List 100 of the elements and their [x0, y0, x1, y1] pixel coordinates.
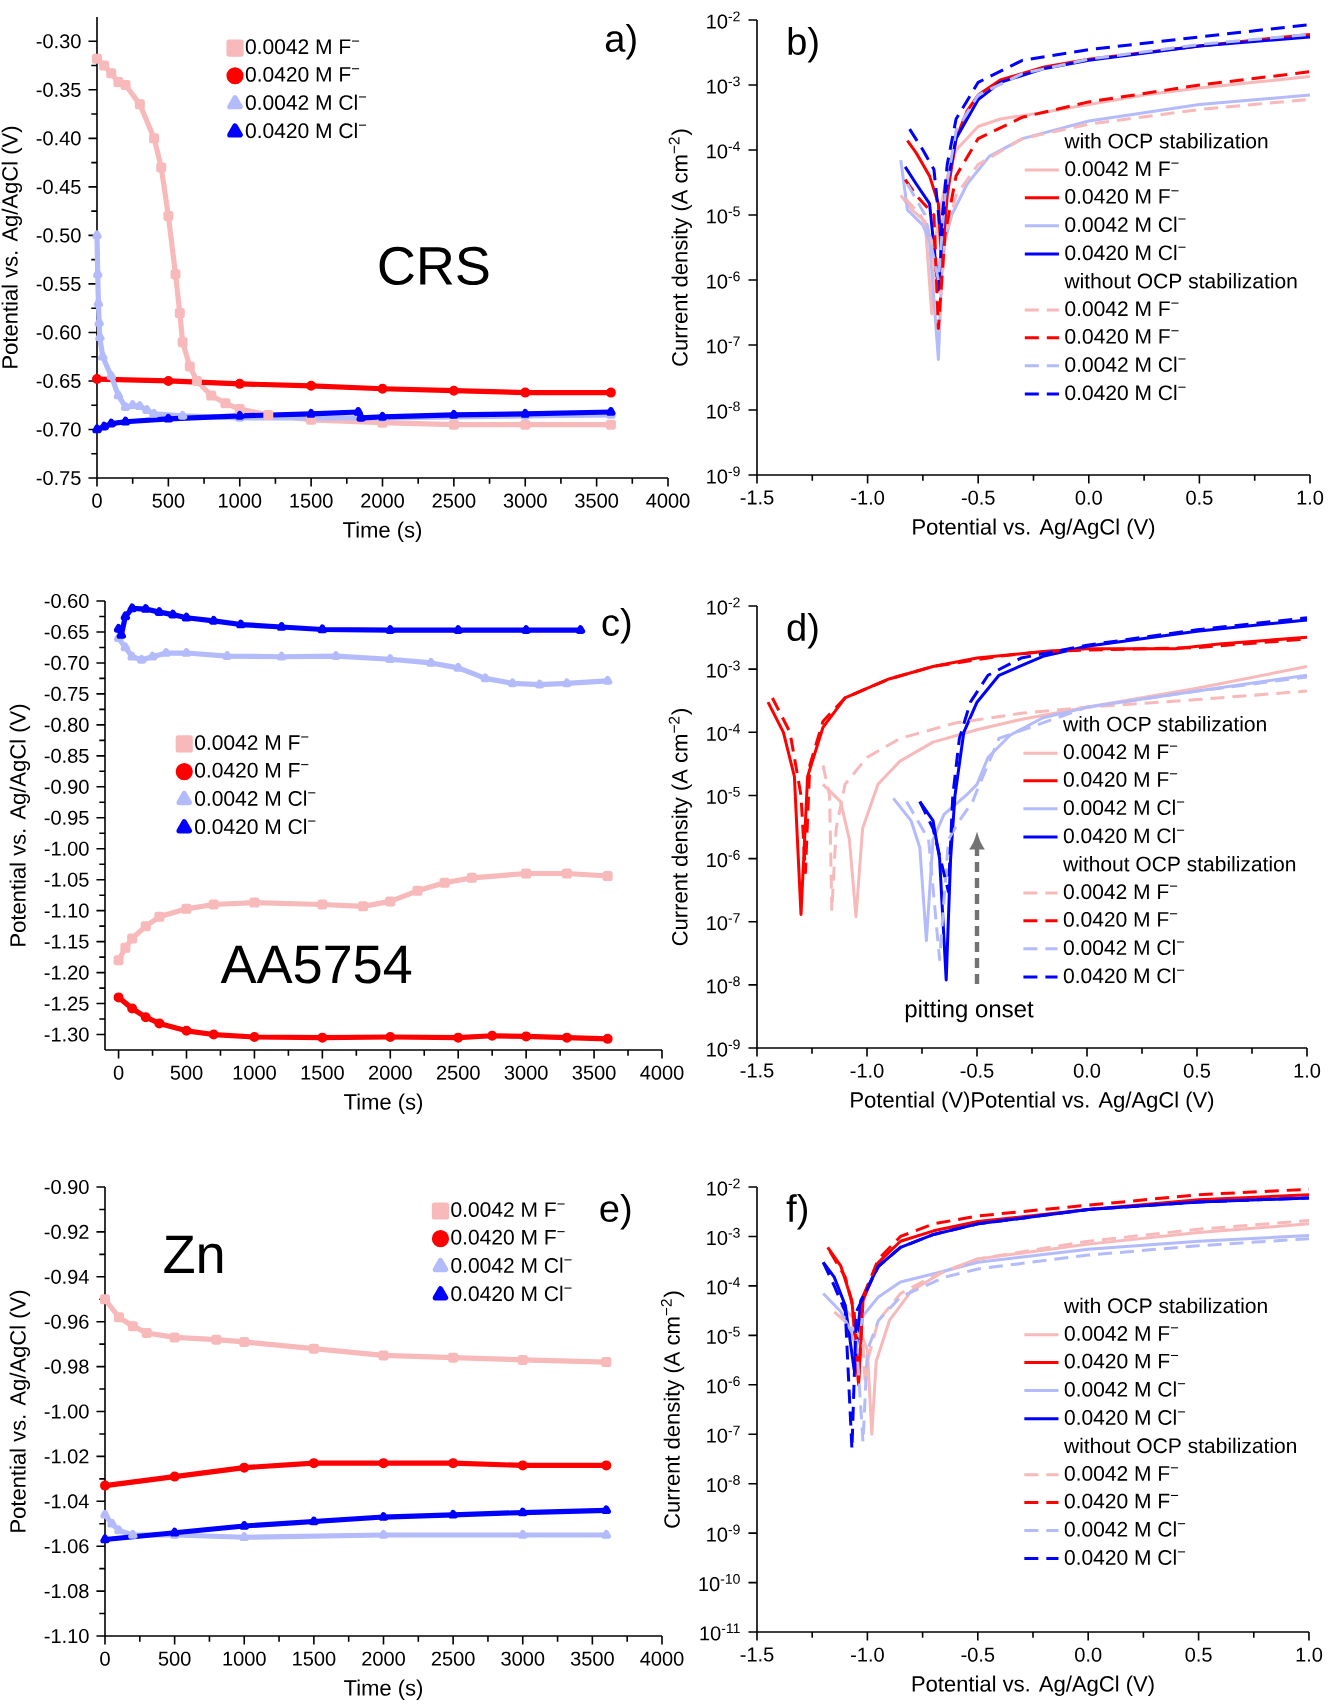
y-tick-label: -0.65 — [36, 373, 81, 389]
y-tick-label: -1.02 — [44, 1449, 89, 1464]
y-tick-label: -1.00 — [44, 841, 89, 856]
legend-label: 0.0420 M F$^{−}$ — [245, 66, 360, 82]
x-tick-label: 0.0 — [1073, 1063, 1101, 1078]
y-tick-label: 10$^{-9}$ — [707, 466, 740, 484]
y-tick-label: -0.55 — [36, 276, 81, 291]
legend-label: 0.0042 M F$^{−}$ — [1064, 1326, 1179, 1341]
x-tick-label: 2500 — [431, 1651, 475, 1666]
legend-label: 0.0420 M Cl$^{−}$ — [1064, 1409, 1186, 1425]
y-tick-label: 10$^{-6}$ — [707, 850, 740, 868]
chart-title: d) — [787, 613, 818, 649]
y-axis-title: Current density (A cm$^{−2}$) — [660, 1291, 685, 1528]
legend-label: 0.0042 M Cl$^{−}$ — [245, 94, 367, 111]
y-tick-label: 10$^{-5}$ — [707, 206, 740, 224]
y-tick-label: -0.85 — [44, 748, 89, 763]
y-tick-label: 10$^{-7}$ — [707, 913, 740, 931]
y-tick-label: -1.00 — [44, 1404, 89, 1419]
x-tick-label: 4000 — [640, 1651, 684, 1666]
annotation: AA5754 — [220, 945, 412, 984]
y-tick-label: -1.05 — [44, 872, 89, 887]
y-tick-label: -1.10 — [44, 1628, 89, 1644]
y-tick-label: -0.60 — [44, 593, 89, 609]
x-tick-label: 2000 — [369, 1065, 412, 1080]
x-tick-label: 500 — [152, 493, 185, 508]
x-tick-label: 1.0 — [1294, 1063, 1321, 1078]
x-tick-label: -1.0 — [850, 1063, 884, 1078]
y-tick-label: 10$^{-9}$ — [707, 1524, 740, 1542]
y-tick-label: 10$^{-7}$ — [707, 336, 740, 354]
legend-label: 0.0420 M Cl$^{−}$ — [451, 1285, 572, 1302]
legend-label: 0.0420 M F$^{−}$ — [451, 1229, 565, 1245]
y-axis-title: Potential vs. Ag/AgCl (V) — [9, 1290, 31, 1532]
y-tick-label: 10$^{-3}$ — [707, 1227, 740, 1246]
x-tick-label: -0.5 — [961, 490, 995, 505]
x-tick-label: 2500 — [436, 1065, 480, 1080]
legend-label: 0.0042 M F$^{−}$ — [1064, 1465, 1179, 1481]
y-axis-title: Current density (A cm$^{−2}$) — [668, 129, 692, 366]
chart-title: c) — [602, 608, 631, 644]
annotation: without OCP stabilization — [1063, 856, 1296, 872]
y-tick-label: -0.70 — [44, 655, 89, 671]
y-axis-title: Potential vs. Ag/AgCl (V) — [1, 126, 23, 368]
x-tick-label: 1500 — [301, 1065, 344, 1080]
x-tick-label: 4000 — [646, 493, 690, 508]
legend-label: 0.0420 M F$^{−}$ — [195, 762, 309, 778]
x-tick-label: 1500 — [293, 1651, 336, 1666]
x-tick-label: -1.0 — [851, 1647, 884, 1662]
x-tick-label: -1.5 — [740, 1647, 774, 1662]
y-tick-label: -1.15 — [44, 934, 89, 949]
legend-label: 0.0042 M Cl$^{−}$ — [195, 790, 316, 806]
y-tick-label: -0.92 — [44, 1224, 89, 1239]
legend-label: 0.0042 M Cl$^{−}$ — [1065, 356, 1186, 373]
legend-label: 0.0420 M Cl$^{−}$ — [1065, 244, 1186, 261]
y-tick-label: -0.90 — [44, 779, 89, 794]
y-tick-label: 10$^{-4}$ — [707, 141, 740, 159]
x-tick-label: -1.0 — [851, 490, 885, 505]
annotation: with OCP stabilization — [1063, 1297, 1267, 1314]
annotation: CRS — [379, 246, 489, 286]
legend-label: 0.0042 M Cl$^{−}$ — [1065, 216, 1186, 233]
legend-label: 0.0420 M F$^{−}$ — [1063, 771, 1178, 787]
y-tick-label: 10$^{-5}$ — [707, 1326, 740, 1344]
legend-label: 0.0042 M Cl$^{−}$ — [1063, 799, 1185, 816]
legend-label: 0.0420 M F$^{−}$ — [1063, 911, 1178, 927]
x-tick-label: 0 — [113, 1065, 124, 1080]
y-tick-label: -0.45 — [36, 179, 81, 194]
annotation: without OCP stabilization — [1064, 273, 1297, 289]
y-tick-label: -0.94 — [44, 1269, 89, 1284]
x-tick-label: 0.0 — [1075, 490, 1102, 505]
y-tick-label: -0.70 — [36, 422, 81, 437]
annotation: with OCP stabilization — [1063, 716, 1266, 732]
y-tick-label: 10$^{-2}$ — [707, 597, 740, 615]
legend-label: 0.0042 M F$^{−}$ — [451, 1202, 565, 1218]
x-tick-label: 2000 — [362, 1651, 405, 1666]
y-tick-label: -0.30 — [36, 34, 81, 49]
y-tick-label: 10$^{-11}$ — [700, 1623, 740, 1641]
y-tick-label: 10$^{-3}$ — [707, 660, 740, 678]
y-tick-label: -1.04 — [44, 1494, 89, 1509]
x-axis-title: Time (s) — [343, 521, 422, 542]
x-tick-label: 1000 — [219, 493, 262, 508]
y-tick-label: -1.20 — [44, 965, 89, 980]
x-tick-label: 3500 — [575, 493, 619, 508]
chart-title: a) — [605, 24, 636, 60]
y-tick-label: -0.75 — [36, 470, 81, 486]
y-tick-label: 10$^{-8}$ — [707, 976, 740, 994]
x-tick-label: 2500 — [432, 493, 476, 508]
y-tick-label: -1.25 — [44, 996, 89, 1011]
x-axis-title: Potential (V)Potential vs. Ag/AgCl (V) — [851, 1091, 1214, 1113]
y-tick-label: -1.10 — [44, 903, 89, 918]
legend-label: 0.0420 M F$^{−}$ — [1064, 1353, 1179, 1369]
y-tick-label: 10$^{-10}$ — [699, 1573, 740, 1592]
legend-label: 0.0420 M F$^{−}$ — [1065, 328, 1179, 344]
legend-label: 0.0420 M Cl$^{−}$ — [1065, 384, 1186, 401]
y-tick-label: 10$^{-9}$ — [707, 1039, 740, 1057]
y-tick-label: 10$^{-6}$ — [707, 1376, 740, 1394]
x-tick-label: 1500 — [290, 493, 333, 508]
y-tick-label: -0.96 — [44, 1314, 89, 1329]
y-tick-label: 10$^{-6}$ — [707, 271, 740, 289]
annotation: with OCP stabilization — [1064, 133, 1268, 149]
legend-label: 0.0420 M Cl$^{−}$ — [1063, 967, 1185, 984]
x-tick-label: 4000 — [640, 1065, 684, 1080]
x-tick-label: -1.5 — [740, 1063, 774, 1078]
